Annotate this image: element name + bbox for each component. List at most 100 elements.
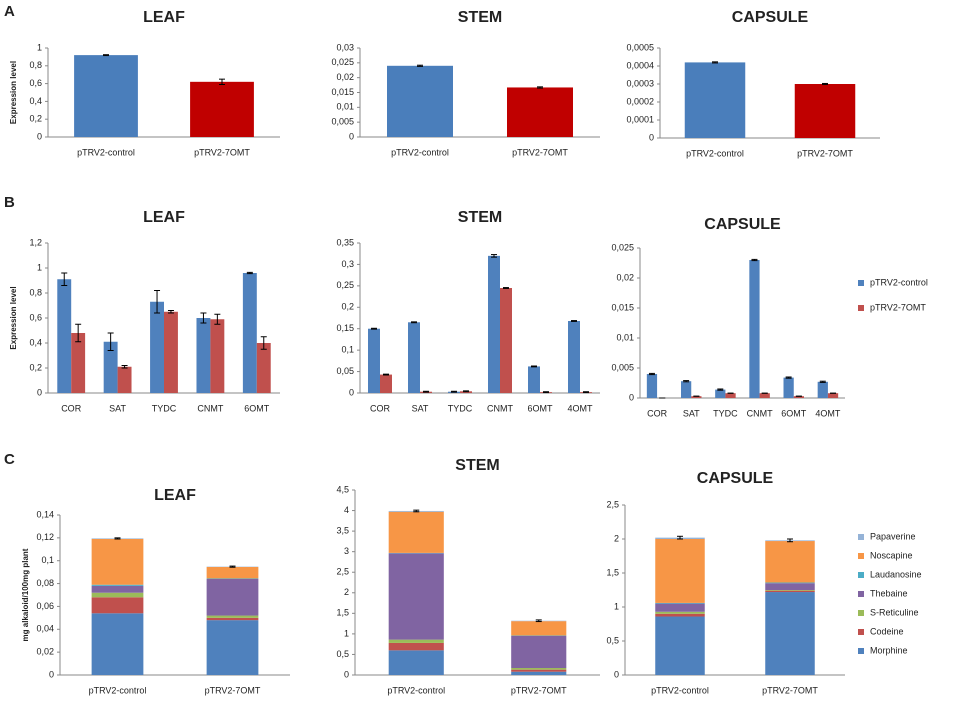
x-tick-label: TYDC [448, 403, 473, 413]
legend-swatch [858, 553, 864, 559]
bar [681, 381, 692, 398]
bar [103, 341, 118, 393]
x-tick-label: 6OMT [244, 403, 270, 413]
bar-segment [388, 650, 444, 675]
y-tick-label: 0,015 [331, 87, 354, 97]
chart-title: STEM [458, 209, 502, 226]
y-tick-label: 0 [629, 392, 634, 402]
y-tick-label: 0,01 [616, 332, 634, 342]
y-tick-label: 0 [37, 387, 42, 397]
bar-segment [91, 597, 144, 614]
bar [684, 62, 746, 138]
bar-segment [765, 541, 815, 583]
legend-label: Thebaine [870, 588, 908, 598]
bar [528, 366, 540, 393]
bar [794, 84, 856, 138]
bar [646, 374, 658, 398]
y-tick-label: 0,3 [341, 259, 354, 269]
y-tick-label: 0,8 [29, 287, 42, 297]
y-axis-label: Expression level [9, 286, 18, 349]
x-tick-label: pTRV2-control [77, 147, 135, 157]
legend-label: Codeine [870, 626, 904, 636]
y-tick-label: 0,01 [336, 102, 354, 112]
bar-segment [765, 590, 815, 593]
panel-label: C [4, 451, 15, 468]
x-tick-label: pTRV2-control [651, 685, 709, 695]
bar [691, 396, 702, 398]
bar-segment [655, 539, 705, 603]
x-tick-label: TYDC [713, 408, 738, 418]
y-tick-label: 0,025 [611, 242, 634, 252]
bar-segment [206, 620, 259, 675]
legend-swatch [858, 648, 864, 654]
y-tick-label: 0,03 [336, 42, 354, 52]
bar-segment [91, 584, 144, 586]
legend-swatch [858, 280, 864, 286]
y-tick-label: 0,2 [29, 362, 42, 372]
bar [408, 322, 420, 393]
y-tick-label: 1 [614, 601, 619, 611]
bar-segment [511, 668, 567, 670]
y-tick-label: 0,1 [341, 345, 354, 355]
x-tick-label: 4OMT [815, 408, 841, 418]
y-tick-label: 0,35 [336, 237, 354, 247]
bar-segment [388, 642, 444, 651]
bar-segment [206, 615, 259, 618]
x-tick-label: pTRV2-7OMT [205, 685, 261, 695]
bar [387, 65, 453, 137]
bar-segment [655, 603, 705, 612]
y-tick-label: 0,8 [29, 60, 42, 70]
bar-segment [655, 602, 705, 604]
y-tick-label: 0,02 [336, 72, 354, 82]
bar-segment [206, 579, 259, 616]
bar [368, 328, 380, 393]
bar-segment [765, 592, 815, 675]
x-tick-label: CNMT [197, 403, 223, 413]
y-tick-label: 2 [344, 587, 349, 597]
y-tick-label: 0 [344, 669, 349, 679]
x-tick-label: pTRV2-control [387, 685, 445, 695]
y-axis-label: mg alkaloid/100mg plant [21, 548, 30, 641]
y-tick-label: 0 [614, 669, 619, 679]
y-tick-label: 0,4 [29, 337, 42, 347]
x-tick-label: pTRV2-control [391, 147, 449, 157]
y-tick-label: 0,04 [36, 624, 54, 634]
y-tick-label: 0,5 [336, 649, 349, 659]
y-tick-label: 0,15 [336, 323, 354, 333]
bar-segment [511, 669, 567, 672]
bar [507, 87, 573, 137]
bar [74, 55, 138, 138]
x-tick-label: CNMT [747, 408, 773, 418]
bar [783, 377, 794, 398]
legend-label: Noscapine [870, 550, 913, 560]
y-tick-label: 0,015 [611, 302, 634, 312]
y-tick-label: 1,2 [29, 237, 42, 247]
y-tick-label: 0 [37, 131, 42, 141]
y-tick-label: 1 [37, 262, 42, 272]
y-tick-label: 0,6 [29, 78, 42, 88]
y-tick-label: 1 [37, 42, 42, 52]
x-tick-label: pTRV2-7OMT [511, 685, 567, 695]
y-tick-label: 0,0004 [626, 60, 654, 70]
bar [117, 366, 132, 393]
y-tick-label: 0,25 [336, 280, 354, 290]
y-tick-label: 0 [349, 387, 354, 397]
bar-segment [388, 553, 444, 640]
bar-segment [388, 639, 444, 643]
y-tick-label: 2,5 [606, 499, 619, 509]
x-tick-label: pTRV2-7OMT [797, 148, 853, 158]
legend-swatch [858, 591, 864, 597]
bar [827, 393, 839, 398]
bar [196, 318, 211, 393]
bar [500, 288, 512, 393]
legend-swatch [858, 305, 864, 311]
bar [150, 301, 164, 393]
y-tick-label: 0,5 [606, 635, 619, 645]
y-tick-label: 0,02 [616, 272, 634, 282]
chart-title: CAPSULE [704, 216, 781, 233]
bar-segment [655, 616, 705, 675]
x-tick-label: COR [647, 408, 668, 418]
legend-label: S-Reticuline [870, 607, 919, 617]
bar [242, 273, 257, 393]
